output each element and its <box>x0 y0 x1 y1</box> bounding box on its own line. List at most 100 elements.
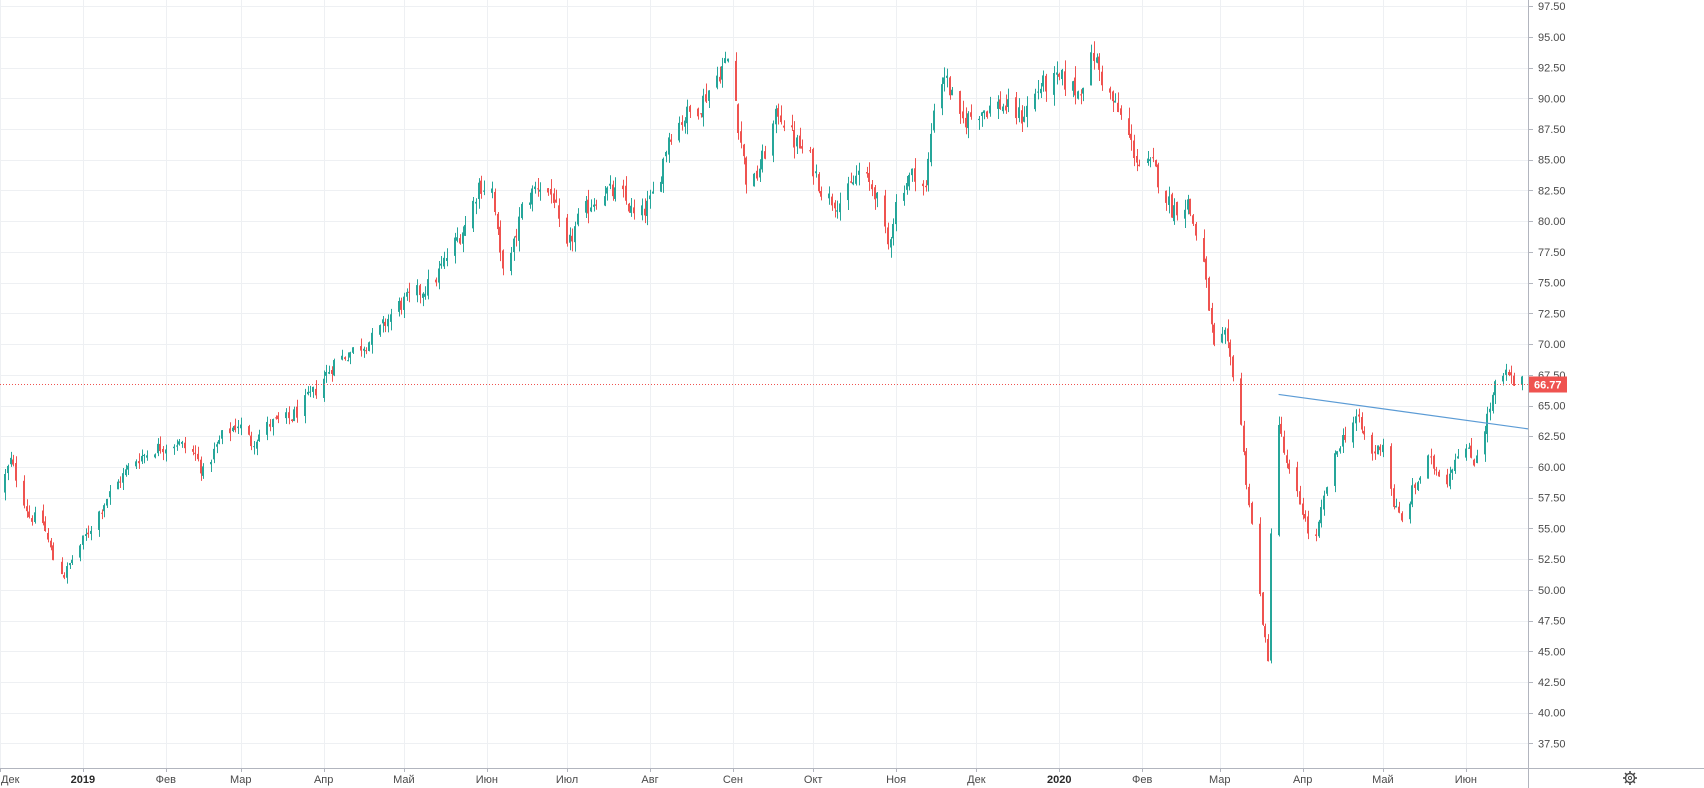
candle-body <box>272 419 274 428</box>
trend-line[interactable] <box>1278 393 1529 430</box>
candle-body <box>1064 71 1066 90</box>
candle-body <box>141 455 143 462</box>
candle-down <box>1379 444 1381 456</box>
candle-up <box>438 261 440 290</box>
last-price-tag-bg <box>1529 376 1567 393</box>
candle-body <box>143 454 145 457</box>
candle-body <box>87 532 89 535</box>
candle-body <box>79 545 81 558</box>
candle-body <box>1232 356 1234 378</box>
candle-body <box>85 534 87 536</box>
candle-up <box>1409 501 1411 524</box>
candle-down <box>1155 159 1157 168</box>
candle-down <box>384 318 386 333</box>
y-axis[interactable]: 37.50 40.00 42.50 45.00 47.50 50.00 52.50 55.00… <box>1528 0 1567 788</box>
candle-body <box>341 355 343 360</box>
candle-up <box>106 498 108 508</box>
candle-body <box>258 434 260 441</box>
x-axis[interactable]: Дек 2019 Фев Мар Апр Май Июн Июл Авг Сен Окт Ноя Дек… <box>0 768 1704 786</box>
candle-down <box>1109 86 1111 100</box>
candle-body <box>26 506 28 512</box>
candle-up <box>943 67 945 92</box>
candle-body <box>1510 372 1512 376</box>
y-tick-label: 47.50 <box>1538 616 1566 628</box>
candle-up <box>1449 466 1451 490</box>
candle-body <box>1513 375 1515 386</box>
y-tick-label: 95.00 <box>1538 32 1566 44</box>
candle-up <box>983 110 985 120</box>
candle-body <box>82 535 84 545</box>
candle-body <box>537 188 539 190</box>
candle-body <box>871 184 873 190</box>
candle-body <box>553 193 555 203</box>
candle-up <box>1034 88 1036 112</box>
candle-body <box>999 99 1001 109</box>
y-tick-label: 90.00 <box>1538 93 1566 105</box>
x-tick-label: 2020 <box>1047 774 1071 786</box>
candle-up <box>1417 480 1419 491</box>
candle-up <box>266 416 268 441</box>
candle-up <box>539 182 541 201</box>
candle-down <box>1245 448 1247 490</box>
candle-body <box>1336 451 1338 455</box>
candle-down <box>1361 412 1363 434</box>
candle-body <box>368 342 370 351</box>
x-tick-label: Май <box>393 774 415 786</box>
candle-down <box>809 146 811 154</box>
candle-up <box>930 123 932 167</box>
gear-icon[interactable] <box>1623 771 1637 785</box>
candle-body <box>981 112 983 116</box>
candle-body <box>884 195 886 227</box>
candle-body <box>1390 446 1392 489</box>
candle-down <box>1508 369 1510 377</box>
grid <box>0 0 1528 768</box>
candle-body <box>1015 97 1017 119</box>
candle-up <box>753 172 755 187</box>
candle-body <box>1267 638 1269 662</box>
candle-body <box>1382 444 1384 453</box>
candle-body <box>1130 133 1132 140</box>
candle-body <box>801 146 803 149</box>
candle-body <box>325 371 327 376</box>
candle-body <box>1114 100 1116 103</box>
candle-body <box>1098 56 1100 70</box>
candle-body <box>360 346 362 351</box>
candle-up <box>85 528 87 541</box>
candle-body <box>721 66 723 80</box>
candle-body <box>454 237 456 256</box>
candle-body <box>1339 448 1341 452</box>
candle-body <box>796 137 798 147</box>
candle-body <box>1045 75 1047 92</box>
candle-body <box>422 293 424 298</box>
candle-down <box>1205 256 1207 288</box>
candle-body <box>1251 502 1253 524</box>
candle-body <box>480 180 482 194</box>
candle-up <box>390 308 392 331</box>
axis-corner[interactable] <box>1623 771 1637 785</box>
candle-body <box>483 190 485 192</box>
candle-up <box>668 132 670 163</box>
candle-body <box>633 207 635 214</box>
candle-body <box>949 77 951 96</box>
y-tick-label: 57.50 <box>1538 493 1566 505</box>
candle-up <box>398 297 400 317</box>
candle-up <box>702 88 704 127</box>
candle-down <box>1211 302 1213 333</box>
y-tick-label: 37.50 <box>1538 738 1566 750</box>
candle-body <box>558 205 560 219</box>
candle-up <box>1454 453 1456 474</box>
candle-down <box>1229 339 1231 366</box>
candle-up <box>127 463 129 476</box>
candle-up <box>258 429 260 442</box>
candle-up <box>1037 80 1039 100</box>
candle-down <box>756 165 758 181</box>
candle-body <box>1093 52 1095 61</box>
candle-down <box>1393 484 1395 510</box>
candle-body <box>1398 506 1400 513</box>
candle-down <box>1473 458 1475 467</box>
candle-body <box>1243 425 1245 452</box>
candle-up <box>660 176 662 193</box>
candle-body <box>1018 107 1020 118</box>
